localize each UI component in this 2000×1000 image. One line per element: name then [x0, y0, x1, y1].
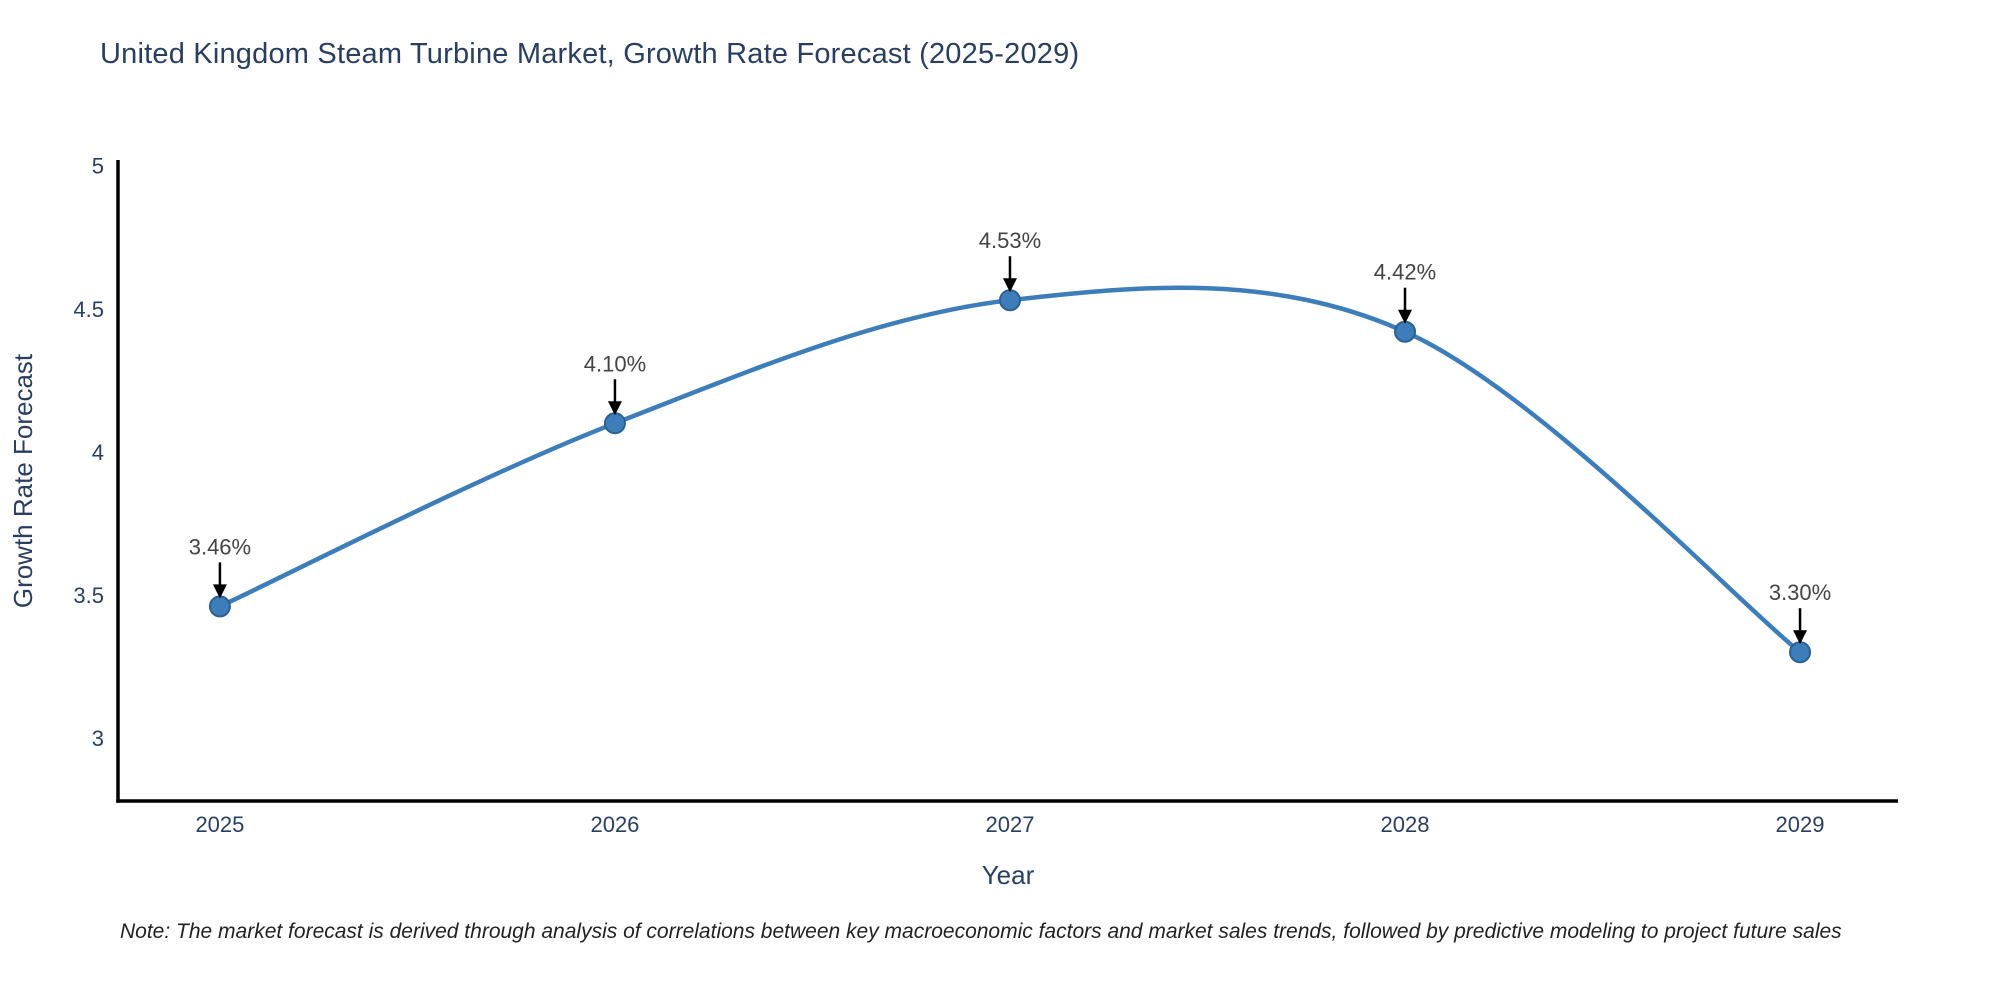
footnote: Note: The market forecast is derived thr…: [120, 920, 1842, 943]
x-tick-label: 2029: [1776, 812, 1825, 837]
data-point-marker-2025[interactable]: [208, 595, 231, 618]
annotation-arrow-head: [1398, 309, 1413, 324]
x-tick-label: 2028: [1381, 812, 1430, 837]
y-tick-label: 3.5: [73, 583, 104, 608]
annotation-arrow-head: [1002, 278, 1017, 293]
x-axis-title: Year: [982, 860, 1035, 890]
chart-title: United Kingdom Steam Turbine Market, Gro…: [100, 38, 1080, 70]
y-tick-label: 4: [92, 440, 104, 465]
annotation-label: 3.46%: [189, 534, 251, 559]
y-tick-label: 4.5: [73, 297, 104, 322]
forecast-line: [217, 285, 1803, 655]
data-point-marker-2028[interactable]: [1394, 320, 1417, 343]
y-axis-title: Growth Rate Forecast: [8, 353, 38, 608]
y-tick-label: 5: [92, 154, 104, 179]
annotation-label: 4.10%: [584, 351, 646, 376]
annotation-label: 4.42%: [1374, 260, 1436, 285]
x-tick-label: 2026: [590, 812, 639, 837]
data-point-marker-2027[interactable]: [998, 289, 1021, 312]
annotation-arrow-head: [607, 401, 622, 416]
x-tick-label: 2025: [195, 812, 244, 837]
annotation-label: 4.53%: [979, 228, 1041, 253]
annotation-label: 3.30%: [1769, 580, 1831, 605]
annotation-arrow-head: [1793, 630, 1808, 645]
y-tick-label: 3: [92, 726, 104, 751]
data-point-marker-2029[interactable]: [1789, 641, 1812, 664]
x-tick-label: 2027: [985, 812, 1034, 837]
data-point-marker-2026[interactable]: [603, 412, 626, 435]
annotation-arrow-head: [212, 584, 227, 599]
